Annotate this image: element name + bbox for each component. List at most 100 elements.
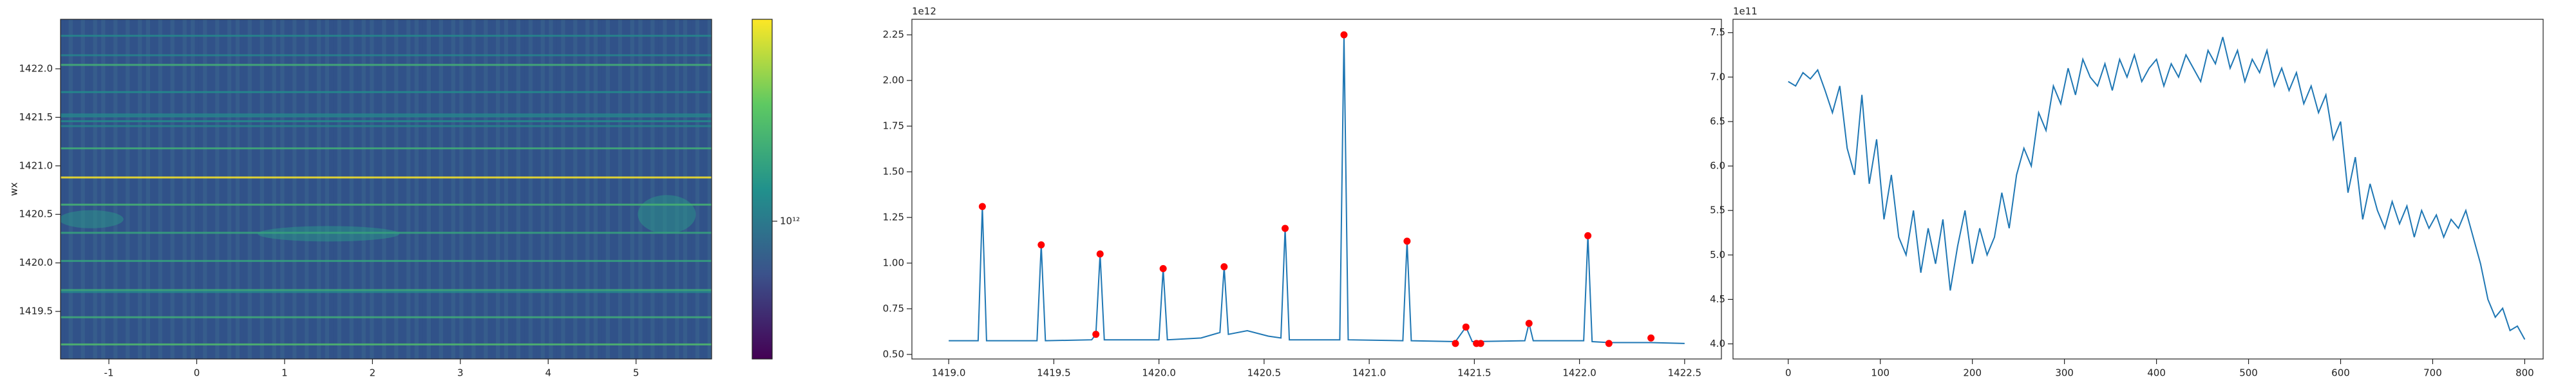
heatmap-texture [663,19,667,359]
heatmap-texture [207,19,211,359]
x-tick-label: 100 [1871,367,1889,379]
axes-frame [60,19,712,360]
heatmap-texture [467,19,472,359]
heatmap-texture [707,19,712,359]
peak-marker [1282,225,1289,232]
heatmap-texture [569,19,574,359]
heatmap-texture [296,19,301,359]
heatmap-texture [679,19,683,359]
peak-marker [1403,237,1411,245]
x-tick-label: 300 [2055,367,2074,379]
heatmap-texture [642,19,647,359]
heatmap-texture [329,19,334,359]
heatmap-texture [406,19,411,359]
heatmap-texture [565,19,569,359]
y-tick-label: 1.50 [883,166,904,178]
x-tick-label: 1421.0 [1352,367,1387,379]
heatmap-texture [162,19,167,359]
heatmap-texture [610,19,614,359]
heatmap-texture [667,19,671,359]
heatmap-texture [263,19,269,359]
heatmap-texture [549,19,553,359]
heatmap-texture [337,19,341,359]
heatmap-texture [447,19,451,359]
heatmap-texture [117,19,122,359]
heatmap-texture [589,19,594,359]
heatmap-texture [142,19,146,359]
heatmap-texture [312,19,317,359]
peak-marker [1037,241,1045,249]
heatmap-texture [431,19,435,359]
heatmap-texture [64,19,69,359]
heatmap-texture [227,19,232,359]
colorbar-frame [752,19,773,360]
heatmap-feature [61,210,124,228]
y-tick-label: 7.0 [1710,71,1725,82]
heatmap-texture [223,19,228,359]
x-tick-label: 400 [2147,367,2166,379]
heatmap-texture [341,19,346,359]
heatmap-texture [687,19,692,359]
heatmap-texture [398,19,402,359]
heatmap-texture [471,19,476,359]
heatmap-texture [300,19,305,359]
heatmap-texture [247,19,252,359]
peak-marker [1092,331,1100,338]
heatmap-texture [72,19,77,359]
heatmap-texture [361,19,366,359]
x-tick-label: 1420.5 [1247,367,1282,379]
peak-marker [1647,334,1655,342]
heatmap-texture [345,19,350,359]
heatmap-texture [683,19,688,359]
heatmap-texture [512,19,516,359]
heatmap-texture [577,19,582,359]
heatmap-texture [402,19,407,359]
heatmap-texture [203,19,207,359]
heatmap-texture [284,19,289,359]
x-tick-label: 200 [1963,367,1982,379]
peak-marker [1096,250,1104,258]
heatmap-texture [585,19,590,359]
heatmap-texture [410,19,415,359]
heatmap-texture [365,19,370,359]
heatmap-texture [292,19,297,359]
heatmap-texture [654,19,659,359]
heatmap-texture [61,19,65,359]
heatmap-texture [84,19,90,359]
heatmap-texture [182,19,187,359]
heatmap-texture [630,19,634,359]
heatmap-texture [488,19,492,359]
heatmap-texture [435,19,439,359]
heatmap-texture [626,19,630,359]
heatmap-texture [634,19,639,359]
heatmap-texture [272,19,276,359]
data-line [949,35,1685,344]
heatmap-texture [601,19,606,359]
heatmap-texture [353,19,358,359]
heatmap-texture [699,19,704,359]
heatmap-texture [129,19,134,359]
heatmap-texture [524,19,529,359]
heatmap-texture [621,19,627,359]
heatmap-texture [646,19,651,359]
y-tick-label: 4.0 [1710,338,1725,349]
x-tick-label: 1419.5 [1037,367,1071,379]
heatmap-texture [544,19,549,359]
heatmap-texture [390,19,395,359]
y-tick-label: 4.5 [1710,293,1725,305]
heatmap-feature [638,195,696,234]
heatmap-texture [288,19,293,359]
x-tick-label: 1419.0 [932,367,966,379]
heatmap-texture [614,19,618,359]
heatmap-texture [455,19,460,359]
heatmap-texture [174,19,179,359]
heatmap-texture [508,19,513,359]
offset-text: 1e11 [1733,6,1757,17]
y-tick-label: 6.5 [1710,115,1725,127]
y-tick-label: 1420.0 [19,257,53,268]
x-tick-label: 0 [194,367,200,379]
heatmap-texture [442,19,448,359]
heatmap-texture [496,19,500,359]
heatmap-texture [691,19,696,359]
